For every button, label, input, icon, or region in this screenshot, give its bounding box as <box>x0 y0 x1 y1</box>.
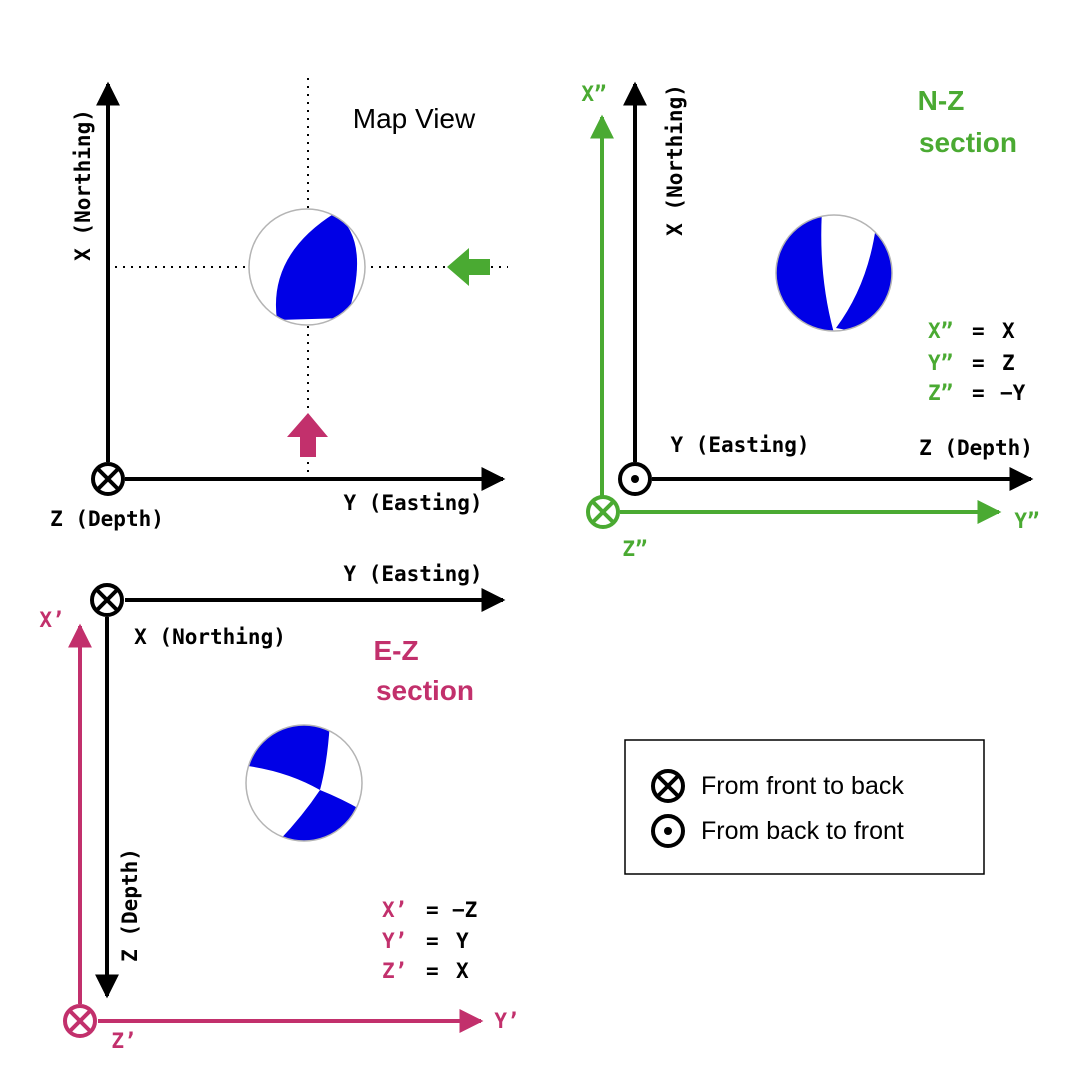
ez-magenta-y-label: Y’ <box>494 1009 519 1033</box>
nz-title-line2: section <box>919 127 1017 158</box>
map-view-panel: Map View X (Northing) Y (Easting) Z (Dep… <box>50 78 508 531</box>
ez-eq-1-lhs: X’ <box>382 898 407 922</box>
magenta-view-arrow <box>287 413 328 457</box>
map-easting-label: Y (Easting) <box>343 491 482 515</box>
nz-eq-2-op: = <box>972 351 985 375</box>
ez-eq-2-lhs: Y’ <box>382 929 407 953</box>
magenta-into-page-icon <box>63 1004 97 1038</box>
ez-eq-2-op: = <box>426 929 439 953</box>
ez-easting-label: Y (Easting) <box>343 562 482 586</box>
legend-box: From front to back From back to front <box>624 739 985 875</box>
nz-eq-3-rhs: −Y <box>1000 381 1026 405</box>
ez-section-panel: E-Z section Y (Easting) X (Northing) Z (… <box>39 562 519 1053</box>
legend-into-page-icon <box>651 769 685 803</box>
nz-eq-2-rhs: Z <box>1002 351 1015 375</box>
nz-beachball <box>775 214 893 332</box>
legend-out-of-page-icon <box>651 814 685 848</box>
ez-magenta-x-label: X’ <box>39 608 64 632</box>
nz-eq-1-op: = <box>972 319 985 343</box>
legend-item-label: From front to back <box>701 772 904 800</box>
green-into-page-icon <box>586 495 620 529</box>
map-depth-label: Z (Depth) <box>50 507 164 531</box>
out-of-page-icon <box>618 462 652 496</box>
ez-title-line2: section <box>376 675 474 706</box>
into-page-icon <box>91 462 125 496</box>
nz-green-x-label: X” <box>581 82 606 106</box>
ez-eq-3-lhs: Z’ <box>382 959 407 983</box>
ez-depth-label: Z (Depth) <box>118 848 142 962</box>
nz-eq-1-lhs: X” <box>928 319 953 343</box>
ez-beachball <box>245 724 363 842</box>
ez-northing-label: X (Northing) <box>134 625 286 649</box>
ez-eq-2-rhs: Y <box>456 929 469 953</box>
map-northing-label: X (Northing) <box>71 109 95 261</box>
nz-easting-label: Y (Easting) <box>670 433 809 457</box>
ez-eq-3-op: = <box>426 959 439 983</box>
nz-green-z-label: Z” <box>622 537 647 561</box>
nz-eq-1-rhs: X <box>1002 319 1015 343</box>
nz-eq-3-op: = <box>972 381 985 405</box>
ez-eq-3-rhs: X <box>456 959 469 983</box>
ez-eq-1-op: = <box>426 898 439 922</box>
ez-eq-1-rhs: −Z <box>452 898 477 922</box>
nz-equations: X” = X Y” = Z Z” = −Y <box>928 319 1026 405</box>
ez-equations: X’ = −Z Y’ = Y Z’ = X <box>382 898 477 983</box>
nz-eq-3-lhs: Z” <box>928 381 953 405</box>
map-beachball <box>248 208 366 326</box>
green-view-arrow <box>447 248 490 286</box>
ez-title-line1: E-Z <box>373 635 418 666</box>
map-view-title: Map View <box>353 103 476 134</box>
ez-into-page-icon <box>90 583 124 617</box>
nz-depth-label: Z (Depth) <box>919 436 1033 460</box>
nz-green-y-label: Y” <box>1014 509 1039 533</box>
nz-eq-2-lhs: Y” <box>928 351 953 375</box>
ez-magenta-z-label: Z’ <box>111 1029 136 1053</box>
nz-title-line1: N-Z <box>918 85 965 116</box>
legend-item-label: From back to front <box>701 817 904 845</box>
nz-section-panel: N-Z section X (Northing) Y (Easting) Z (… <box>581 81 1040 561</box>
nz-northing-label: X (Northing) <box>663 84 687 236</box>
